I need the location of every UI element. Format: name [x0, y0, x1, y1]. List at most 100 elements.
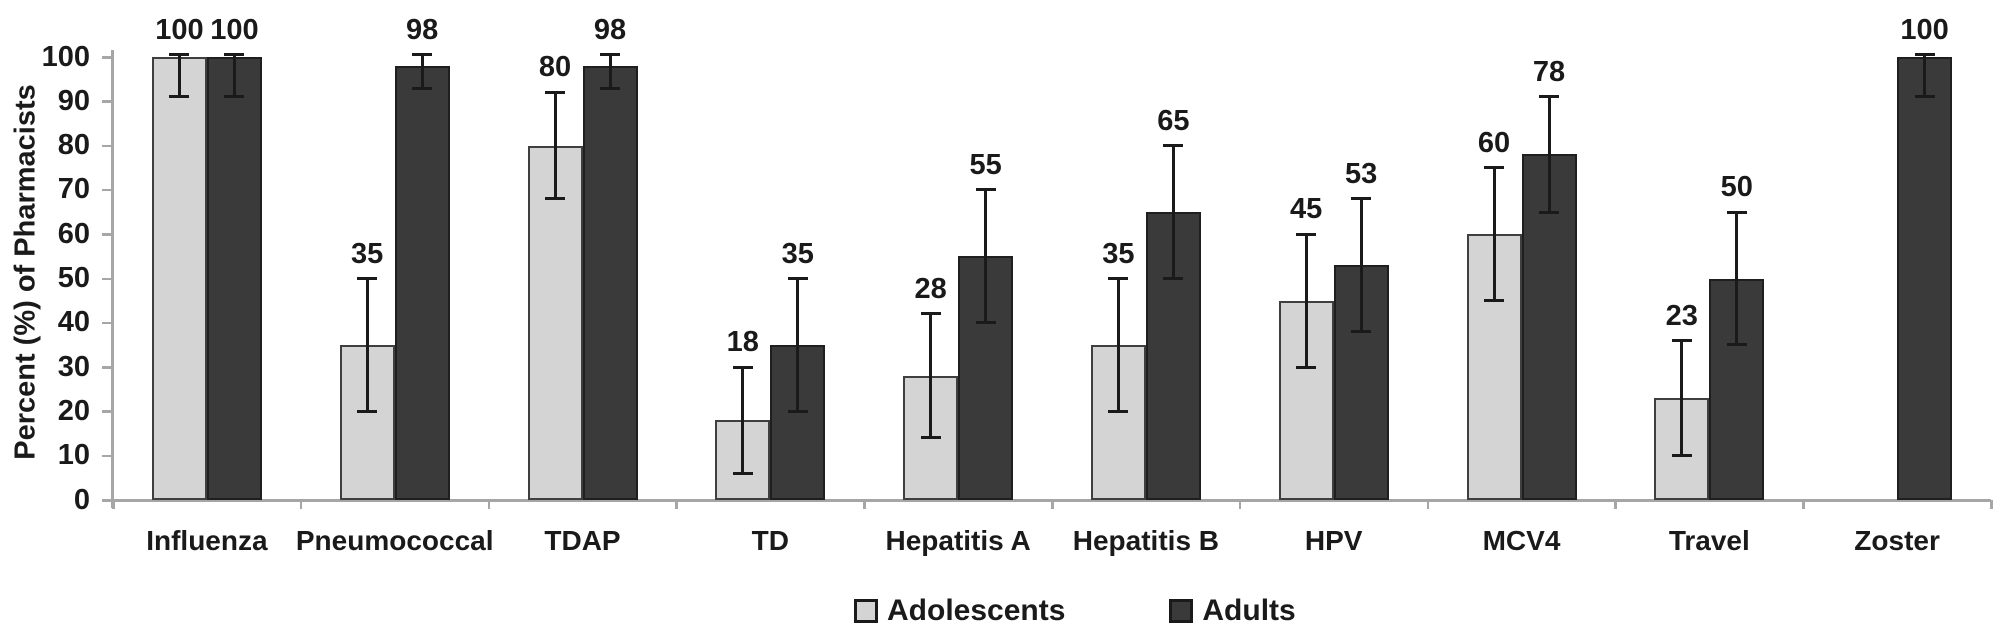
y-tick: [102, 454, 111, 458]
error-bar-adolescents-mcv4: [1492, 167, 1496, 301]
y-tick: [102, 188, 111, 192]
error-cap-top: [1539, 95, 1559, 99]
error-cap-bottom: [1671, 454, 1692, 458]
error-cap-bottom: [732, 471, 753, 475]
x-tick: [1238, 500, 1242, 509]
error-bar-adults-hpv: [1359, 198, 1363, 332]
error-bar-adults-travel: [1735, 212, 1739, 345]
error-cap-top: [412, 53, 433, 57]
value-label-adolescents-td: 18: [726, 326, 759, 359]
error-cap-bottom: [1539, 210, 1559, 214]
x-tick: [487, 500, 491, 509]
legend-item-adults: Adults: [1169, 594, 1296, 627]
bar-adults-td: [770, 344, 826, 500]
error-cap-bottom: [1163, 277, 1184, 280]
error-bar-adolescents-hepatitis-b: [1116, 278, 1120, 412]
y-tick-label: 30: [57, 350, 90, 383]
error-bar-adolescents-influenza: [177, 54, 181, 97]
y-tick: [102, 100, 111, 103]
error-cap-bottom: [357, 409, 378, 413]
category-label-hpv: HPV: [1304, 525, 1363, 556]
value-label-adolescents-hpv: 45: [1290, 193, 1323, 226]
bar-adolescents-influenza: [151, 57, 207, 500]
legend-label-adults: Adults: [1202, 594, 1296, 627]
x-tick: [1426, 500, 1430, 509]
error-cap-bottom: [975, 321, 996, 325]
error-cap-bottom: [169, 95, 190, 99]
error-cap-top: [1108, 277, 1129, 280]
value-label-adults-td: 35: [781, 237, 814, 270]
error-cap-bottom: [1108, 409, 1129, 413]
error-cap-top: [732, 365, 753, 369]
error-cap-bottom: [224, 95, 245, 99]
y-tick-label: 60: [57, 217, 90, 250]
error-bar-adults-hepatitis-b: [1171, 145, 1175, 279]
category-label-influenza: Influenza: [146, 525, 268, 556]
error-bar-adolescents-pneumococcal: [365, 278, 369, 412]
category-label-mcv4: MCV4: [1482, 525, 1561, 556]
y-tick-label: 40: [57, 306, 90, 339]
value-label-adults-travel: 50: [1720, 171, 1753, 204]
error-cap-top: [975, 188, 996, 192]
value-label-adolescents-hepatitis-a: 28: [914, 272, 947, 305]
bar-adults-pneumococcal: [394, 65, 450, 500]
y-tick-label: 100: [41, 40, 90, 73]
error-cap-bottom: [545, 197, 565, 201]
category-label-travel: Travel: [1668, 525, 1750, 556]
error-cap-bottom: [1914, 95, 1935, 99]
error-bar-adolescents-travel: [1680, 340, 1684, 456]
error-cap-top: [545, 90, 565, 94]
error-bar-adults-pneumococcal: [420, 54, 424, 88]
error-bar-adolescents-tdap: [553, 92, 557, 199]
error-bar-adults-influenza: [232, 54, 236, 97]
y-tick: [102, 366, 111, 369]
value-label-adults-hpv: 53: [1345, 157, 1378, 190]
value-label-adolescents-mcv4: 60: [1477, 126, 1511, 159]
y-tick-label: 10: [57, 439, 90, 472]
error-cap-top: [357, 277, 378, 280]
error-cap-bottom: [787, 409, 808, 413]
error-cap-bottom: [1726, 343, 1747, 347]
y-axis-line: [111, 50, 114, 508]
legend-item-adolescents: Adolescents: [854, 596, 1065, 626]
error-cap-top: [1484, 166, 1504, 170]
category-label-hepatitis-b: Hepatitis B: [1072, 525, 1220, 556]
legend-swatch-adolescents: [854, 599, 878, 623]
y-tick: [102, 321, 111, 325]
x-tick: [112, 500, 115, 509]
error-cap-bottom: [1296, 365, 1317, 369]
category-label-pneumococcal: Pneumococcal: [295, 525, 494, 556]
value-label-adolescents-hepatitis-b: 35: [1102, 237, 1135, 270]
value-label-adults-hepatitis-b: 65: [1157, 104, 1190, 137]
y-tick: [102, 233, 111, 236]
bar-adults-zoster: [1897, 57, 1953, 500]
category-label-zoster: Zoster: [1854, 525, 1940, 556]
legend-swatch-adults: [1169, 599, 1194, 623]
y-tick: [102, 410, 111, 413]
error-bar-adults-mcv4: [1547, 96, 1551, 213]
error-cap-top: [1726, 210, 1747, 214]
error-bar-adults-tdap: [608, 54, 612, 88]
error-cap-top: [600, 53, 620, 57]
x-tick: [1802, 500, 1805, 509]
legend: Adolescents Adults: [854, 596, 1296, 626]
error-cap-top: [1671, 339, 1692, 343]
error-cap-top: [169, 53, 190, 57]
y-tick: [102, 499, 111, 502]
error-cap-top: [1163, 144, 1184, 148]
y-tick-label: 50: [57, 262, 90, 294]
error-bar-adolescents-td: [741, 367, 745, 474]
category-label-hepatitis-a: Hepatitis A: [885, 525, 1031, 556]
value-label-adults-hepatitis-a: 55: [969, 148, 1002, 181]
error-cap-top: [1296, 232, 1317, 236]
x-tick: [863, 500, 866, 509]
y-tick-label: 70: [57, 173, 90, 206]
value-label-adolescents-influenza: 100: [155, 13, 204, 46]
value-label-adults-tdap: 98: [593, 13, 627, 46]
error-bar-adolescents-hepatitis-a: [929, 313, 933, 438]
error-cap-bottom: [412, 86, 433, 90]
x-tick: [1990, 500, 1993, 509]
x-tick: [299, 500, 303, 509]
value-label-adults-pneumococcal: 98: [406, 13, 439, 46]
